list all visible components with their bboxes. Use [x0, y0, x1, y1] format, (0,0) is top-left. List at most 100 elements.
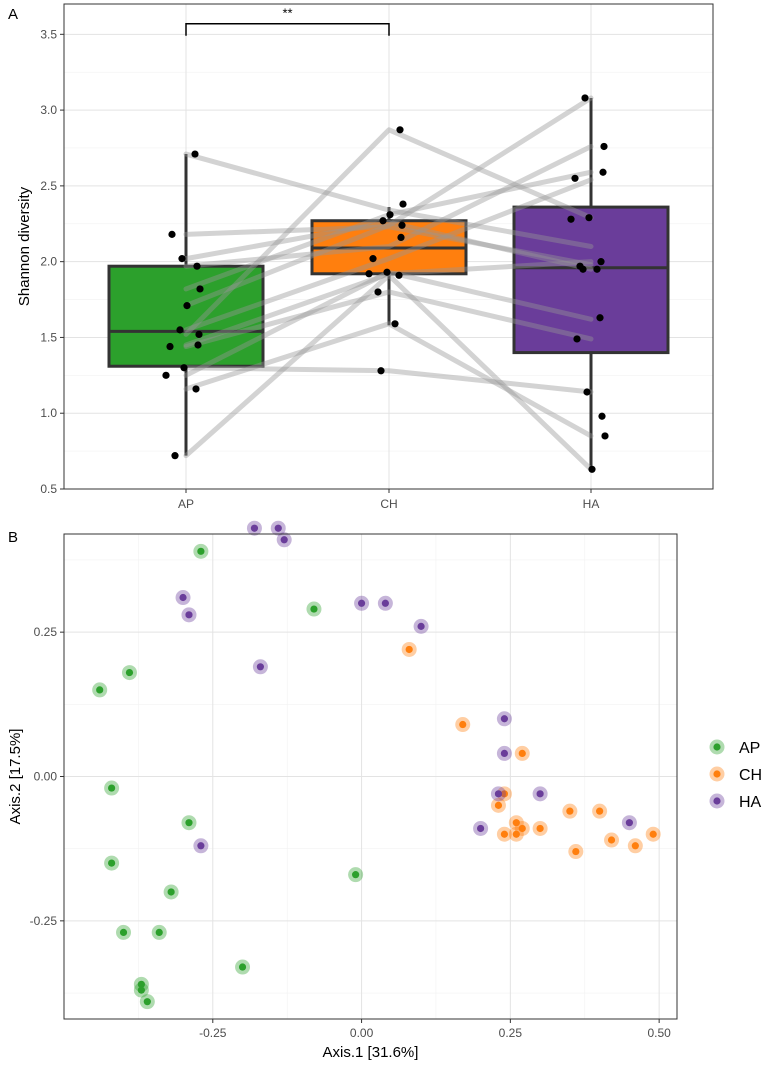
x-axis-title: Axis.1 [31.6%] — [323, 1044, 419, 1061]
data-point — [377, 367, 385, 375]
data-point — [168, 230, 176, 238]
significance-bracket — [185, 22, 390, 36]
y-tick-label: 2.0 — [40, 255, 57, 269]
paired-line — [183, 365, 594, 395]
point-CH — [494, 801, 503, 809]
point-AP — [143, 998, 151, 1006]
paired-line — [183, 224, 594, 268]
shannon-boxplot: A 0.5 1.0 1.5 2.0 2.5 3.0 3.5 AP CH HA Shannon dive… — [8, 3, 714, 511]
data-point — [391, 320, 399, 328]
data-point — [597, 258, 605, 266]
x-tick-label: -0.25 — [199, 1026, 227, 1040]
point-CH — [631, 842, 639, 850]
data-point — [397, 233, 405, 242]
paired-line — [183, 219, 594, 272]
data-point — [573, 335, 581, 343]
point-AP — [352, 871, 360, 879]
data-point — [196, 285, 204, 293]
point-CH — [512, 819, 520, 827]
y-tick-label: 1.5 — [40, 330, 57, 344]
point-AP — [137, 986, 145, 994]
paired-line — [183, 127, 594, 337]
point-HA — [274, 524, 282, 532]
point-HA — [357, 599, 366, 607]
box-HA — [512, 205, 670, 355]
data-point — [386, 211, 394, 219]
legend-key-CH — [713, 770, 721, 778]
data-point — [581, 94, 589, 102]
point-HA — [477, 824, 485, 833]
y-tick-label: 2.5 — [40, 179, 57, 193]
point-AP — [155, 928, 163, 936]
data-point — [180, 364, 188, 372]
data-point — [191, 150, 199, 158]
data-point — [162, 371, 170, 379]
data-point — [374, 288, 382, 296]
point-HA — [256, 663, 264, 671]
point-HA — [197, 842, 205, 850]
point-AP — [125, 668, 134, 677]
data-point — [176, 326, 184, 334]
point-HA — [280, 536, 288, 544]
legend-label: AP — [739, 740, 760, 757]
data-point — [192, 385, 200, 393]
data-point — [379, 217, 387, 225]
y-tick-label: 0.00 — [34, 770, 58, 784]
y-tick-label: -0.25 — [30, 914, 58, 928]
y-tick-label: 0.5 — [40, 482, 57, 496]
data-point — [194, 341, 202, 349]
data-point — [579, 265, 587, 273]
legend-key-AP — [713, 743, 721, 751]
data-point — [571, 174, 579, 182]
panel-b-letter: B — [8, 529, 18, 546]
data-point — [193, 262, 201, 270]
y-tick-label: 3.0 — [40, 103, 57, 117]
data-point — [593, 265, 601, 273]
x-tick-label: AP — [178, 497, 194, 511]
point-CH — [500, 790, 509, 798]
data-point — [365, 270, 373, 278]
panel-a-letter: A — [8, 6, 18, 23]
point-AP — [238, 963, 247, 971]
legend-key-HA — [713, 797, 721, 805]
point-CH — [572, 847, 580, 856]
data-point — [195, 330, 203, 339]
data-point — [395, 271, 403, 279]
point-AP — [185, 819, 193, 827]
data-point — [600, 142, 608, 151]
point-AP — [310, 605, 318, 613]
data-point — [383, 268, 391, 276]
data-point — [585, 214, 593, 222]
data-point — [588, 465, 596, 473]
point-CH — [500, 830, 509, 838]
data-point — [583, 388, 591, 396]
point-HA — [185, 611, 193, 619]
point-HA — [179, 593, 187, 602]
point-CH — [596, 807, 604, 815]
point-AP — [137, 980, 145, 988]
point-CH — [512, 830, 520, 838]
y-tick-label: 0.25 — [34, 625, 58, 639]
y-axis-title: Shannon diversity — [16, 186, 33, 306]
data-point — [599, 168, 607, 176]
data-point — [398, 221, 406, 229]
paired-line — [183, 151, 594, 249]
x-tick-label: 0.50 — [647, 1026, 671, 1040]
point-HA — [417, 622, 425, 630]
point-CH — [607, 836, 616, 844]
point-HA — [536, 790, 544, 798]
y-axis-title: Axis.2 [17.5%] — [7, 729, 24, 825]
x-tick-label: 0.00 — [350, 1026, 374, 1040]
paired-line — [183, 95, 594, 309]
box-AP — [107, 264, 265, 368]
point-CH — [536, 824, 544, 833]
legend-label: CH — [739, 767, 762, 784]
data-point — [166, 342, 174, 351]
x-tick-label: CH — [380, 497, 397, 511]
point-CH — [649, 830, 657, 838]
paired-line — [183, 177, 594, 333]
x-tick-label: HA — [583, 497, 600, 511]
data-point — [601, 432, 609, 440]
data-point — [598, 412, 606, 420]
paired-line — [183, 321, 594, 439]
